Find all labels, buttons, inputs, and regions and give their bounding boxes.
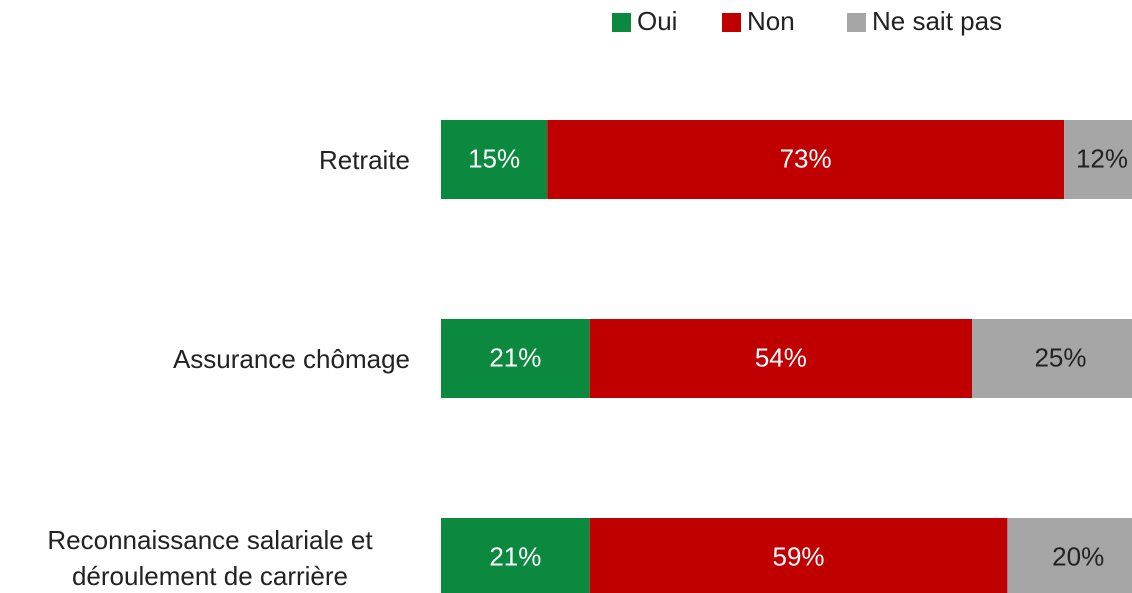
data-label: 21% [489,541,541,571]
legend-label: Ne sait pas [872,6,1002,36]
data-label: 15% [468,143,520,173]
bar-segment [547,120,1065,199]
data-label: 54% [755,342,807,372]
bar-segment [1064,120,1132,199]
bar-segment [441,518,590,593]
legend-swatch [847,13,866,32]
data-label: 20% [1052,541,1104,571]
category-label: Reconnaissance salariale et déroulement … [47,524,373,591]
legend-swatch [722,13,741,32]
legend-label: Non [747,6,795,36]
data-label: 25% [1034,342,1086,372]
category-label: Retraite [318,144,410,175]
bar-segment [972,319,1132,398]
legend-swatch [612,13,631,32]
bar-segment [589,319,972,398]
bar-segment [441,319,590,398]
data-label: 73% [780,143,832,173]
data-label: 12% [1076,143,1128,173]
legend-label: Oui [637,6,677,36]
category-label: Assurance chômage [172,343,410,374]
bar-segment [1007,518,1132,593]
data-label: 21% [489,342,541,372]
data-label: 59% [773,541,825,571]
bar-segment [441,120,548,199]
bar-segment [589,518,1008,593]
